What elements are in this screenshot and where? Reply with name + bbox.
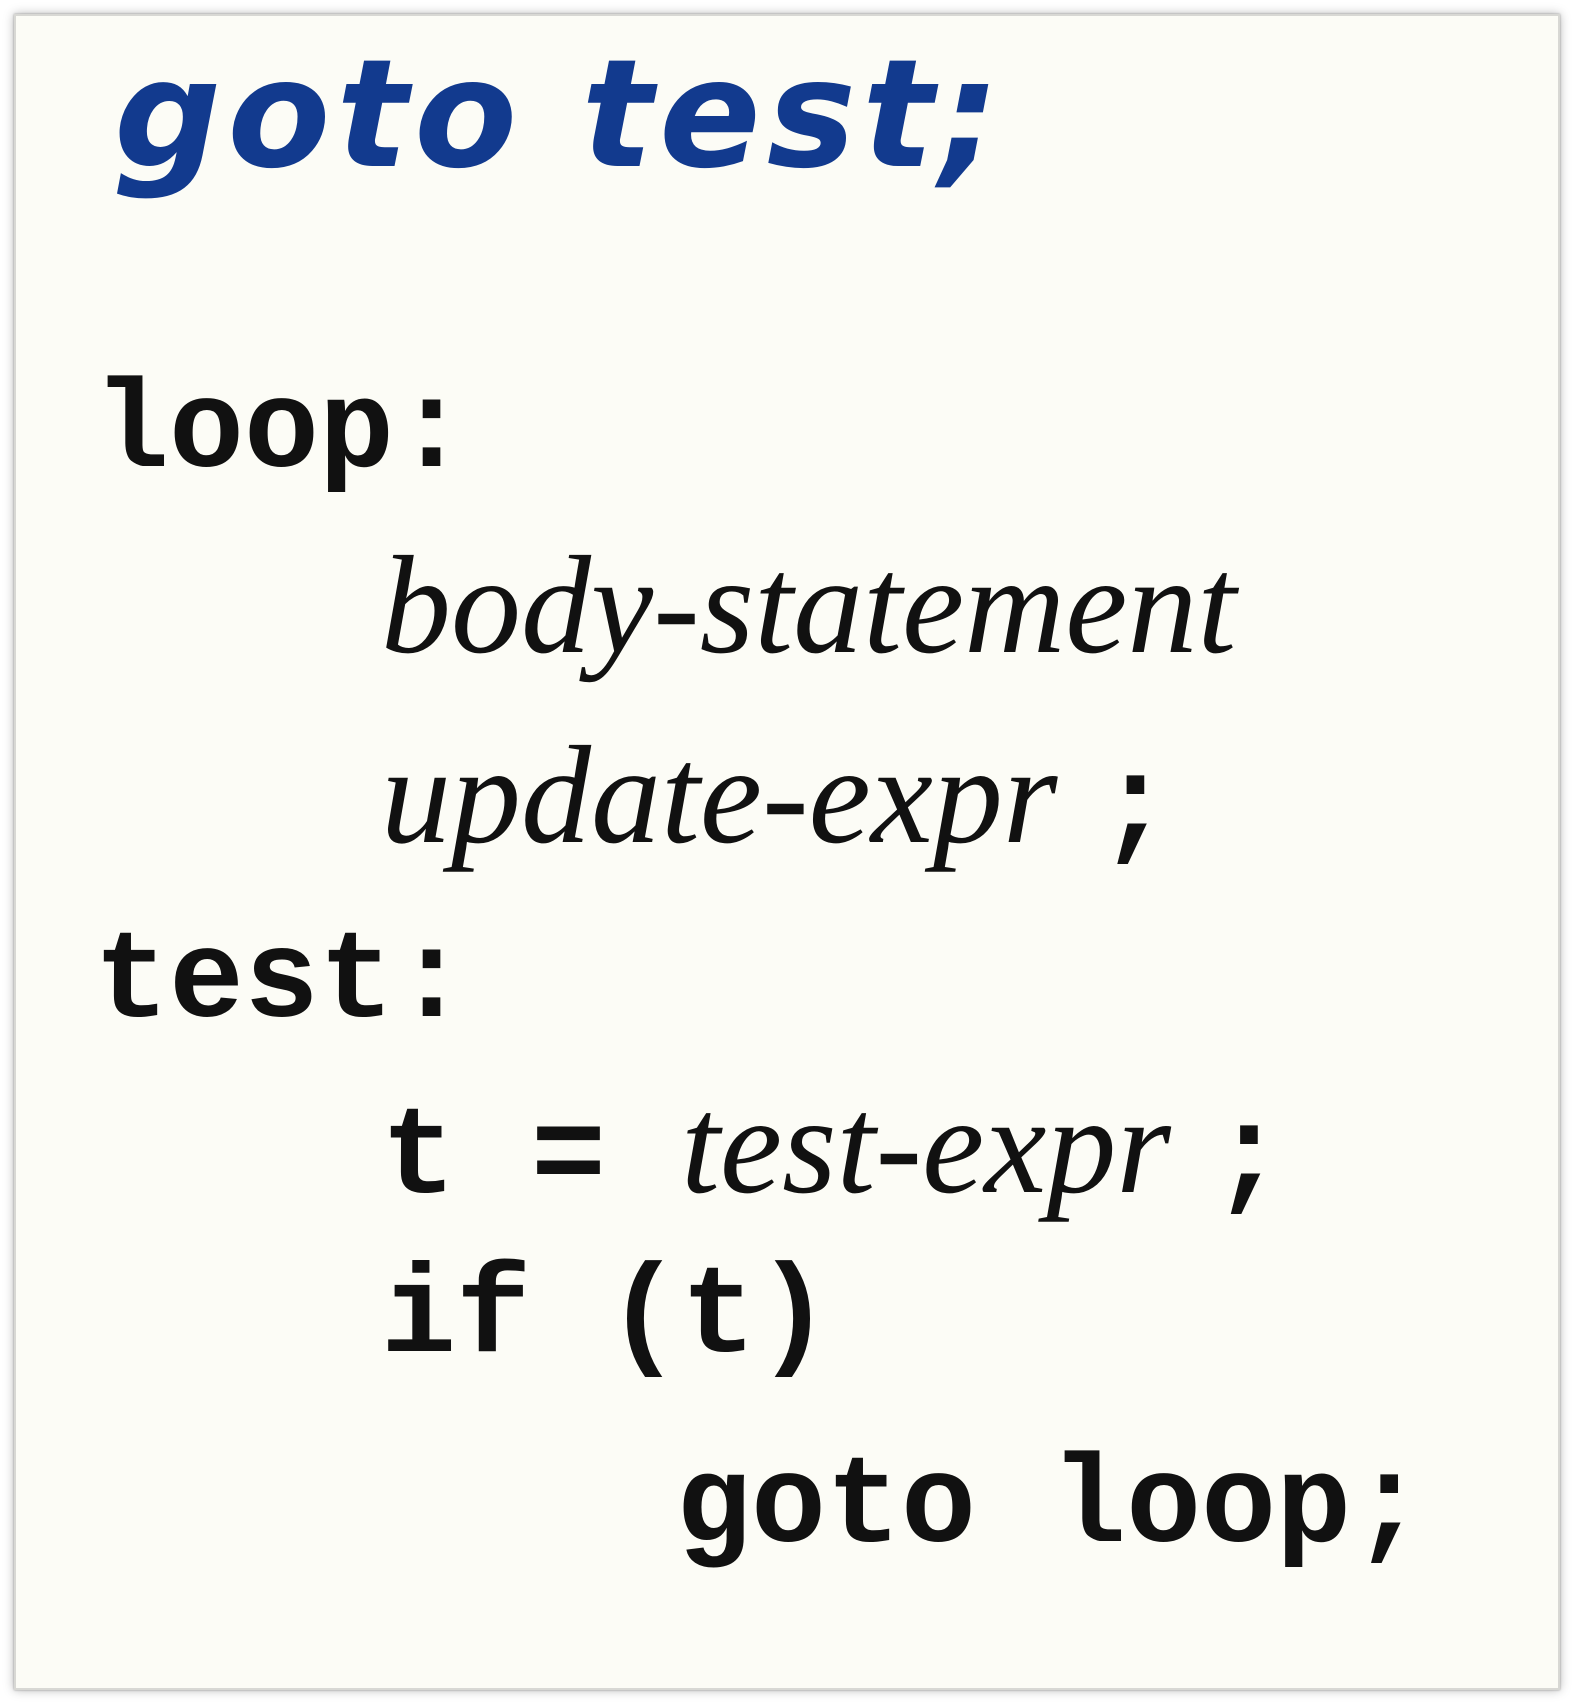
code-assign-line: t = test-expr; (381, 1076, 1286, 1222)
code-semicolon: ; (1210, 1088, 1286, 1230)
code-test-expr: test-expr (681, 1068, 1171, 1223)
handwritten-annotation: goto test; (114, 28, 1006, 202)
code-update-expr: update-expr (381, 718, 1058, 873)
code-semicolon: ; (1097, 738, 1173, 880)
code-assign-lhs: t = (381, 1088, 682, 1230)
code-label-test: test: (94, 912, 470, 1054)
code-label-loop: loop: (94, 362, 470, 504)
code-update-line: update-expr; (381, 726, 1172, 872)
document-card: goto test; loop: body-statement update-e… (14, 14, 1560, 1690)
code-if-statement: if (t) (381, 1247, 832, 1389)
code-goto-loop: goto loop; (676, 1437, 1427, 1579)
code-body-statement: body-statement (381, 528, 1237, 683)
